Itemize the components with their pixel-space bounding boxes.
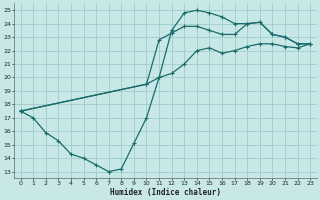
X-axis label: Humidex (Indice chaleur): Humidex (Indice chaleur): [110, 188, 221, 197]
